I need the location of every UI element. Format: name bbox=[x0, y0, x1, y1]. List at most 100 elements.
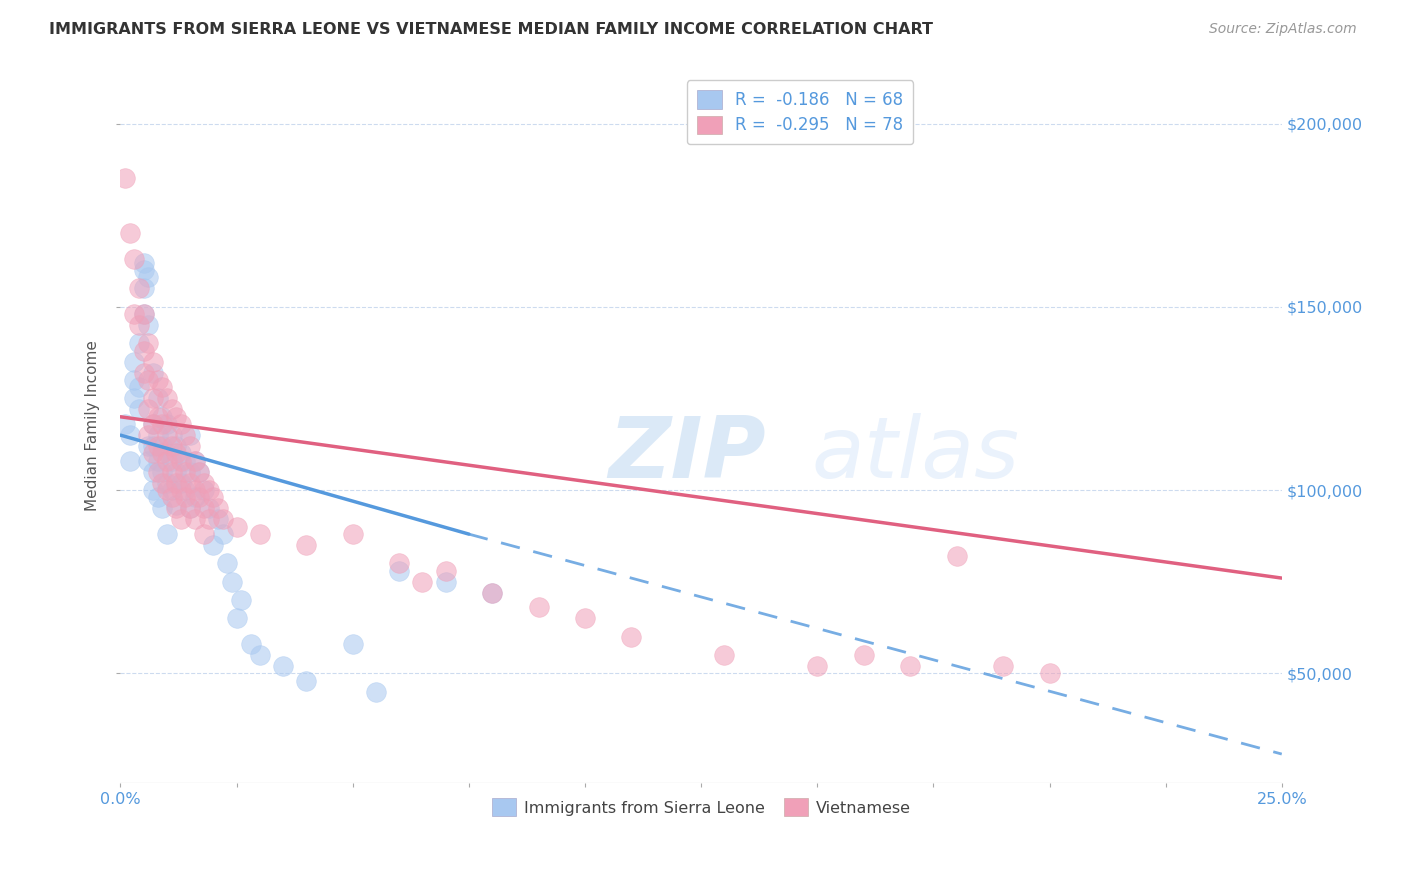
Point bbox=[142, 366, 165, 380]
Point bbox=[150, 417, 173, 431]
Point bbox=[160, 465, 183, 479]
Point bbox=[481, 586, 503, 600]
Point bbox=[170, 512, 193, 526]
Point bbox=[945, 549, 967, 563]
Point bbox=[156, 417, 179, 431]
Point bbox=[188, 465, 211, 479]
Point bbox=[179, 465, 201, 479]
Point bbox=[713, 648, 735, 662]
Point bbox=[184, 454, 207, 468]
Point bbox=[806, 659, 828, 673]
Point bbox=[207, 512, 229, 526]
Point bbox=[295, 673, 318, 688]
Point bbox=[193, 501, 215, 516]
Point bbox=[165, 498, 187, 512]
Point bbox=[991, 659, 1014, 673]
Point bbox=[132, 343, 155, 358]
Point bbox=[124, 307, 146, 321]
Point bbox=[136, 439, 159, 453]
Point bbox=[150, 465, 173, 479]
Point bbox=[231, 593, 253, 607]
Point bbox=[136, 270, 159, 285]
Point bbox=[170, 454, 193, 468]
Point bbox=[170, 475, 193, 490]
Point bbox=[136, 373, 159, 387]
Point bbox=[411, 574, 433, 589]
Point bbox=[239, 637, 262, 651]
Point bbox=[150, 380, 173, 394]
Point bbox=[249, 648, 271, 662]
Point bbox=[188, 491, 211, 505]
Point bbox=[124, 355, 146, 369]
Point bbox=[193, 527, 215, 541]
Point bbox=[197, 512, 219, 526]
Point bbox=[128, 402, 150, 417]
Point bbox=[388, 557, 411, 571]
Point bbox=[156, 446, 179, 460]
Point bbox=[388, 564, 411, 578]
Point bbox=[249, 527, 271, 541]
Point bbox=[170, 446, 193, 460]
Point bbox=[128, 380, 150, 394]
Point bbox=[132, 281, 155, 295]
Y-axis label: Median Family Income: Median Family Income bbox=[86, 341, 100, 511]
Point bbox=[165, 409, 187, 424]
Point bbox=[165, 475, 187, 490]
Point bbox=[128, 336, 150, 351]
Point bbox=[197, 483, 219, 497]
Point bbox=[165, 446, 187, 460]
Point bbox=[150, 439, 173, 453]
Point bbox=[852, 648, 875, 662]
Point bbox=[202, 491, 225, 505]
Point bbox=[128, 318, 150, 333]
Point bbox=[184, 512, 207, 526]
Point bbox=[156, 428, 179, 442]
Point bbox=[146, 392, 169, 406]
Point bbox=[179, 501, 201, 516]
Point bbox=[184, 491, 207, 505]
Point bbox=[142, 483, 165, 497]
Point bbox=[898, 659, 921, 673]
Point bbox=[150, 446, 173, 460]
Point bbox=[342, 527, 364, 541]
Point bbox=[434, 564, 457, 578]
Point bbox=[124, 373, 146, 387]
Point bbox=[221, 574, 243, 589]
Point bbox=[225, 520, 247, 534]
Point bbox=[150, 501, 173, 516]
Legend: Immigrants from Sierra Leone, Vietnamese: Immigrants from Sierra Leone, Vietnamese bbox=[482, 789, 920, 825]
Point bbox=[165, 439, 187, 453]
Point bbox=[207, 501, 229, 516]
Point bbox=[142, 439, 165, 453]
Point bbox=[146, 409, 169, 424]
Text: ZIP: ZIP bbox=[609, 413, 766, 496]
Point bbox=[170, 417, 193, 431]
Point bbox=[156, 475, 179, 490]
Point bbox=[142, 446, 165, 460]
Point bbox=[184, 454, 207, 468]
Point bbox=[225, 611, 247, 625]
Point bbox=[142, 355, 165, 369]
Point bbox=[197, 501, 219, 516]
Point bbox=[211, 512, 233, 526]
Point bbox=[160, 402, 183, 417]
Point bbox=[136, 318, 159, 333]
Point bbox=[142, 417, 165, 431]
Point bbox=[146, 465, 169, 479]
Point bbox=[142, 417, 165, 431]
Point bbox=[217, 557, 239, 571]
Point bbox=[184, 483, 207, 497]
Point bbox=[174, 454, 197, 468]
Point bbox=[132, 263, 155, 277]
Point bbox=[156, 483, 179, 497]
Point bbox=[179, 501, 201, 516]
Point bbox=[527, 600, 550, 615]
Point bbox=[118, 454, 141, 468]
Text: IMMIGRANTS FROM SIERRA LEONE VS VIETNAMESE MEDIAN FAMILY INCOME CORRELATION CHAR: IMMIGRANTS FROM SIERRA LEONE VS VIETNAME… bbox=[49, 22, 934, 37]
Point bbox=[136, 336, 159, 351]
Point bbox=[142, 465, 165, 479]
Point bbox=[142, 392, 165, 406]
Point bbox=[136, 454, 159, 468]
Point bbox=[118, 227, 141, 241]
Point bbox=[156, 392, 179, 406]
